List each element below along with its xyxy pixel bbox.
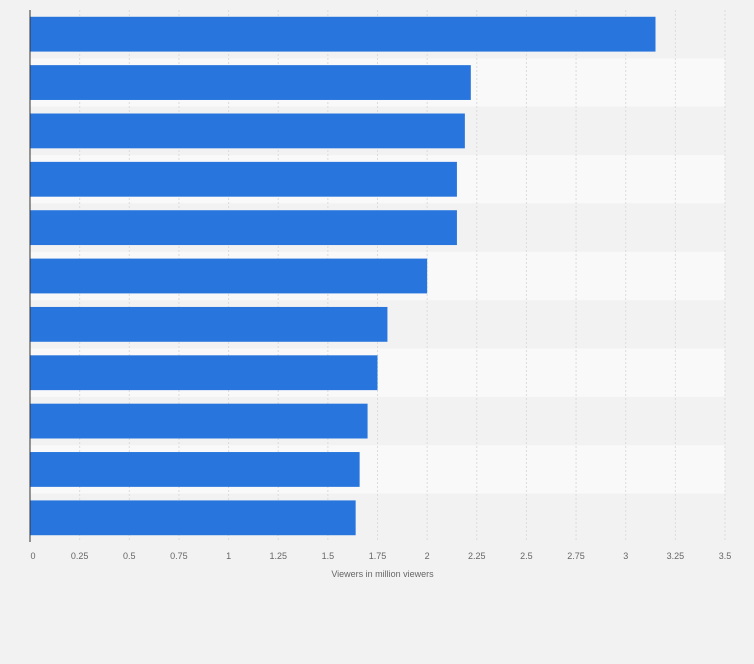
x-tick-label: 3 (623, 551, 628, 561)
x-tick-label: 3.25 (667, 551, 685, 561)
x-tick-label: 3.5 (719, 551, 732, 561)
bars (30, 16, 656, 536)
bar[interactable] (30, 210, 457, 246)
x-tick-label: 2.75 (567, 551, 585, 561)
bar[interactable] (30, 161, 457, 197)
x-tick-label: 1.75 (369, 551, 387, 561)
bar[interactable] (30, 355, 378, 391)
bar[interactable] (30, 65, 471, 100)
x-tick-label: 0.25 (71, 551, 89, 561)
x-tick-label: 1 (226, 551, 231, 561)
bar[interactable] (30, 16, 656, 52)
bar[interactable] (30, 500, 356, 536)
x-tick-label: 0.75 (170, 551, 188, 561)
x-tick-label: 2.25 (468, 551, 486, 561)
x-tick-label: 1.5 (322, 551, 335, 561)
x-tick-label: 0.5 (123, 551, 136, 561)
x-tick-label: 1.25 (269, 551, 287, 561)
x-tick-label: 0 (30, 551, 35, 561)
x-tick-label: 2.5 (520, 551, 533, 561)
x-tick-label: 2 (425, 551, 430, 561)
x-tick-labels: 0 0.25 0.5 0.75 1 1.25 1.5 1.75 2 2.25 2.5 2.75 3 3.2… (30, 551, 731, 561)
bar[interactable] (30, 403, 368, 439)
bar[interactable] (30, 258, 428, 294)
bar[interactable] (30, 306, 388, 342)
bar[interactable] (30, 113, 465, 149)
bar[interactable] (30, 452, 360, 487)
x-axis-title: Viewers in million viewers (331, 569, 434, 579)
